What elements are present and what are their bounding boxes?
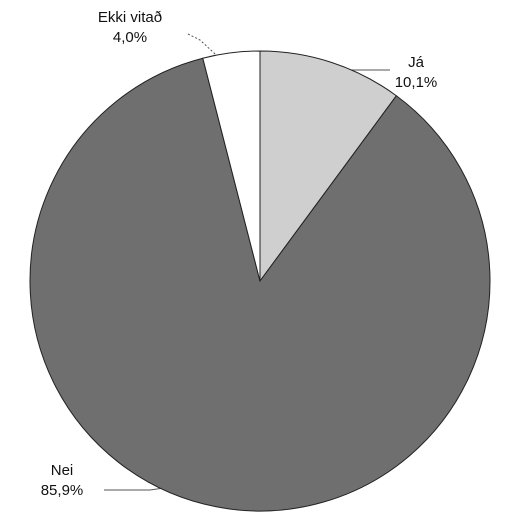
leader-line xyxy=(187,33,229,67)
slice-label: Já xyxy=(408,54,425,71)
value-label: 10,1% xyxy=(395,74,438,91)
pie-slice xyxy=(259,50,398,283)
pie-slice xyxy=(29,57,491,512)
value-label: 85,9% xyxy=(41,482,84,499)
slice-label: Nei xyxy=(51,462,74,479)
slice-label: Ekki vitað xyxy=(98,9,162,26)
value-label: 4,0% xyxy=(113,29,147,46)
pie-slice xyxy=(202,50,261,282)
